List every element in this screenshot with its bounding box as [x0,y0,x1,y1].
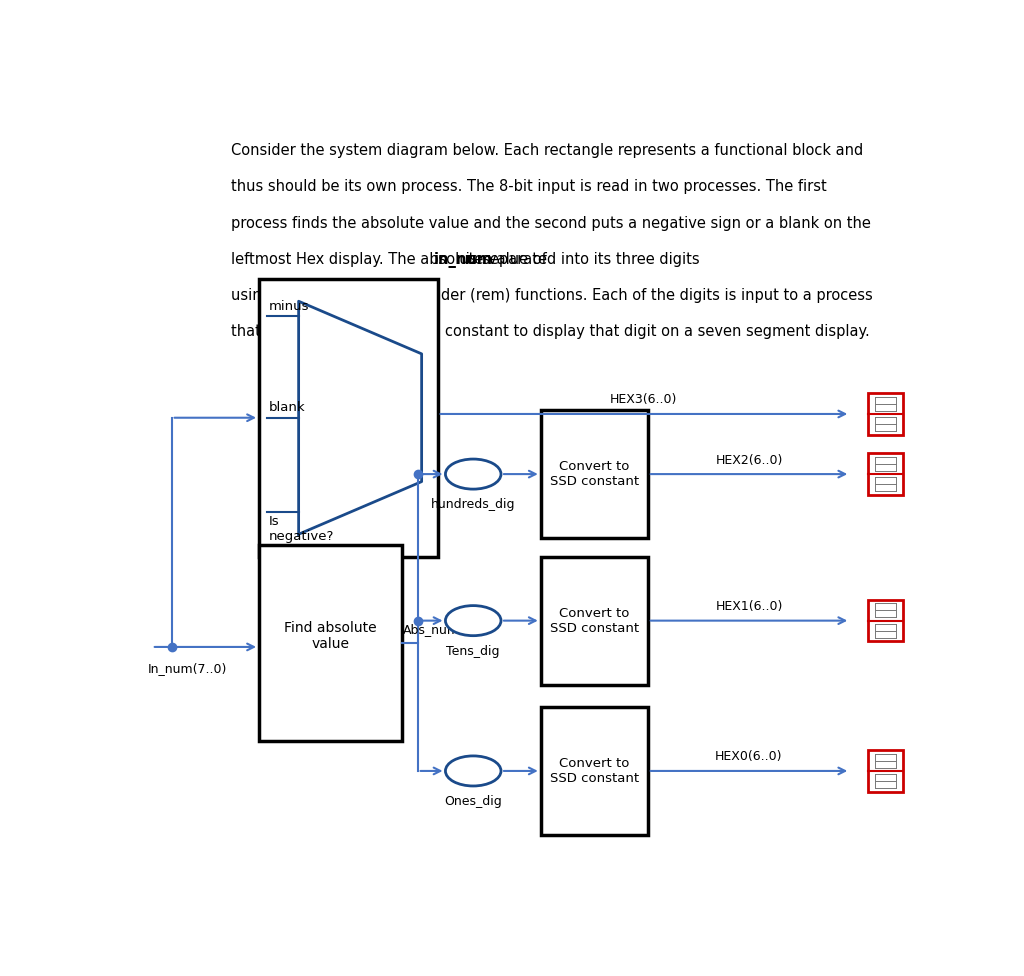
Ellipse shape [445,605,501,635]
Text: Convert to
SSD constant: Convert to SSD constant [550,460,639,488]
Ellipse shape [445,755,501,786]
Ellipse shape [445,459,501,489]
Text: thus should be its own process. The 8-bit input is read in two processes. The fi: thus should be its own process. The 8-bi… [231,180,827,194]
Bar [868,600,903,641]
Text: HEX3(6..0): HEX3(6..0) [610,393,678,406]
Text: in_num: in_num [434,252,493,267]
Text: hundreds_dig: hundreds_dig [431,498,515,511]
Text: using division (/) and remainder (rem) functions. Each of the digits is input to: using division (/) and remainder (rem) f… [231,288,872,303]
Bar [541,556,648,684]
Text: blank: blank [268,401,305,414]
Text: Convert to
SSD constant: Convert to SSD constant [550,607,639,634]
Bar [868,393,903,434]
Text: leftmost Hex display. The absolute value of: leftmost Hex display. The absolute value… [231,252,552,266]
Text: is separated into its three digits: is separated into its three digits [461,252,700,266]
Text: Tens_dig: Tens_dig [446,645,500,658]
Text: Find absolute
value: Find absolute value [284,621,377,651]
Bar [541,410,648,538]
Text: In_num(7..0): In_num(7..0) [147,662,227,675]
Bar [259,546,401,741]
Bar [868,751,903,792]
Bar [541,707,648,834]
Bar [868,454,903,495]
Text: minus: minus [268,300,309,312]
Text: Abs_num: Abs_num [403,623,461,635]
Text: HEX0(6..0): HEX0(6..0) [715,751,782,763]
Text: process finds the absolute value and the second puts a negative sign or a blank : process finds the absolute value and the… [231,216,871,230]
Text: Convert to
SSD constant: Convert to SSD constant [550,757,639,785]
Text: Is
negative?: Is negative? [268,515,334,544]
Text: Ones_dig: Ones_dig [444,795,502,808]
Text: HEX1(6..0): HEX1(6..0) [716,600,782,613]
Text: that outputs the appropriate constant to display that digit on a seven segment d: that outputs the appropriate constant to… [231,324,870,339]
Text: Consider the system diagram below. Each rectangle represents a functional block : Consider the system diagram below. Each … [231,143,863,158]
Bar [259,279,437,556]
Text: HEX2(6..0): HEX2(6..0) [716,454,782,467]
